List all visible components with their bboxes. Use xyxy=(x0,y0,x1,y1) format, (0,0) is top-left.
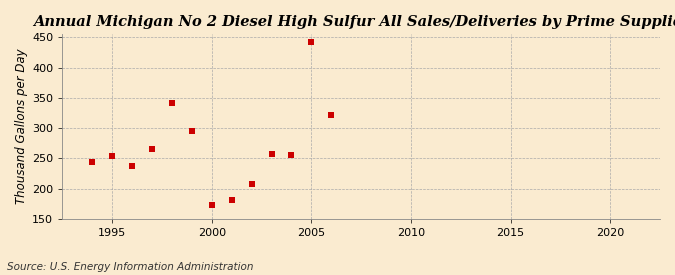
Point xyxy=(266,152,277,156)
Text: Source: U.S. Energy Information Administration: Source: U.S. Energy Information Administ… xyxy=(7,262,253,272)
Point xyxy=(226,197,237,202)
Y-axis label: Thousand Gallons per Day: Thousand Gallons per Day xyxy=(15,49,28,205)
Point xyxy=(146,147,157,152)
Point xyxy=(186,129,197,133)
Point xyxy=(306,39,317,44)
Title: Annual Michigan No 2 Diesel High Sulfur All Sales/Deliveries by Prime Supplier: Annual Michigan No 2 Diesel High Sulfur … xyxy=(33,15,675,29)
Point xyxy=(127,164,138,169)
Point xyxy=(167,101,178,106)
Point xyxy=(207,203,217,207)
Point xyxy=(87,160,98,164)
Point xyxy=(246,182,257,187)
Point xyxy=(107,154,117,158)
Point xyxy=(326,113,337,117)
Point xyxy=(286,153,297,158)
